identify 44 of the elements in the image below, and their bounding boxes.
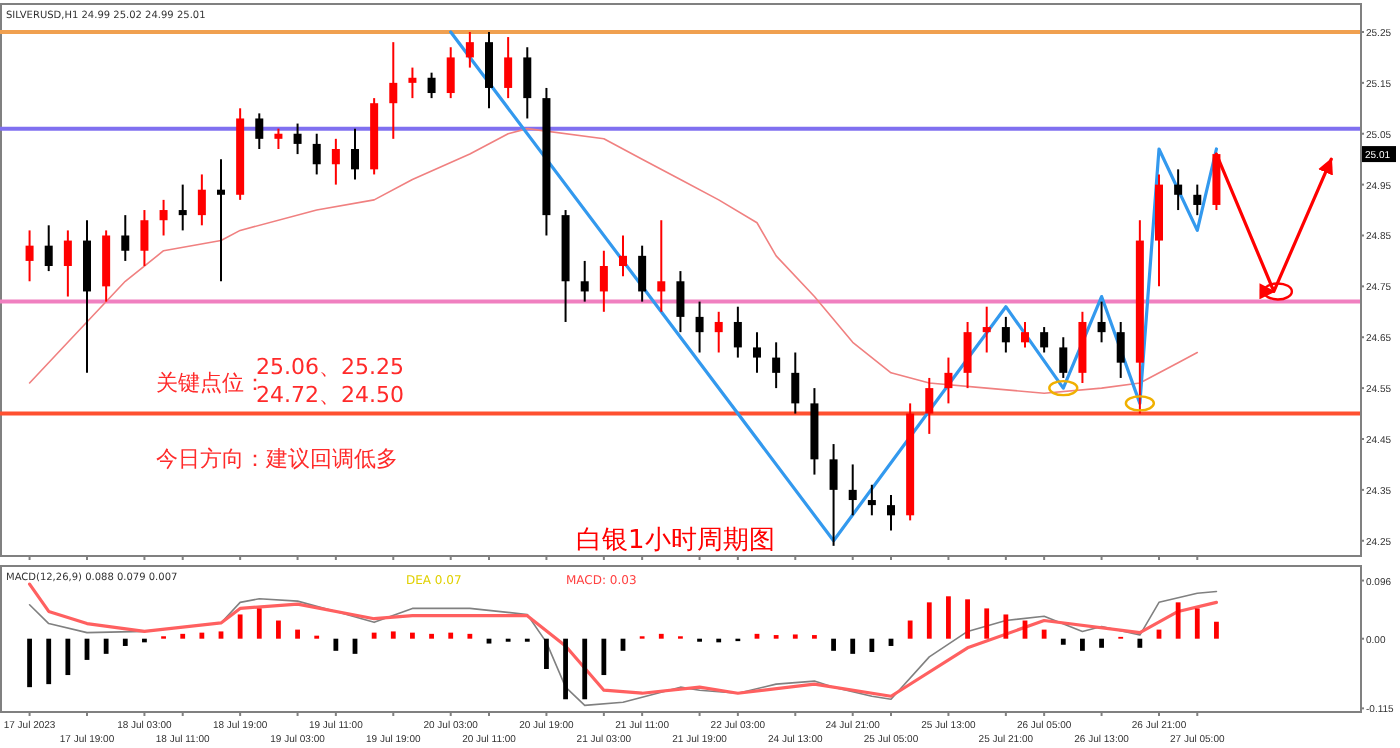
bar	[1080, 638, 1085, 651]
bar	[256, 608, 262, 639]
bar	[199, 632, 205, 639]
bar	[907, 620, 913, 639]
bar	[333, 638, 339, 651]
bar	[1060, 638, 1066, 645]
annotation: 25.06、25.25	[256, 354, 404, 380]
bar	[1194, 608, 1200, 639]
bar	[984, 608, 990, 639]
bar	[658, 633, 664, 639]
bar	[831, 638, 836, 651]
bar	[218, 631, 224, 639]
bar	[563, 638, 568, 700]
bar	[601, 638, 607, 676]
bar	[65, 638, 71, 676]
bar	[103, 638, 109, 654]
bar	[276, 620, 281, 639]
bar	[371, 632, 377, 639]
bar	[1137, 638, 1143, 648]
bar	[46, 638, 52, 685]
annotation: 今日方向：建议回调低多	[156, 446, 398, 472]
bar	[1214, 621, 1219, 639]
bar	[390, 631, 396, 639]
bar	[448, 632, 454, 639]
annotation: 白银1小时周期图	[576, 526, 775, 556]
bar	[1041, 629, 1047, 639]
bar	[1099, 638, 1104, 648]
bar	[926, 602, 932, 639]
bar	[467, 633, 473, 639]
bar	[180, 633, 186, 639]
bar	[429, 633, 434, 639]
bar	[295, 629, 300, 639]
bar	[27, 638, 32, 688]
bar	[1003, 614, 1009, 639]
bar	[850, 638, 856, 654]
bar	[965, 599, 970, 639]
bar	[237, 614, 243, 639]
bar	[946, 596, 951, 639]
bar	[122, 638, 128, 646]
bar	[544, 638, 549, 669]
bar	[1175, 602, 1181, 639]
bar	[582, 638, 588, 700]
bar	[410, 632, 415, 639]
bar	[869, 638, 875, 653]
